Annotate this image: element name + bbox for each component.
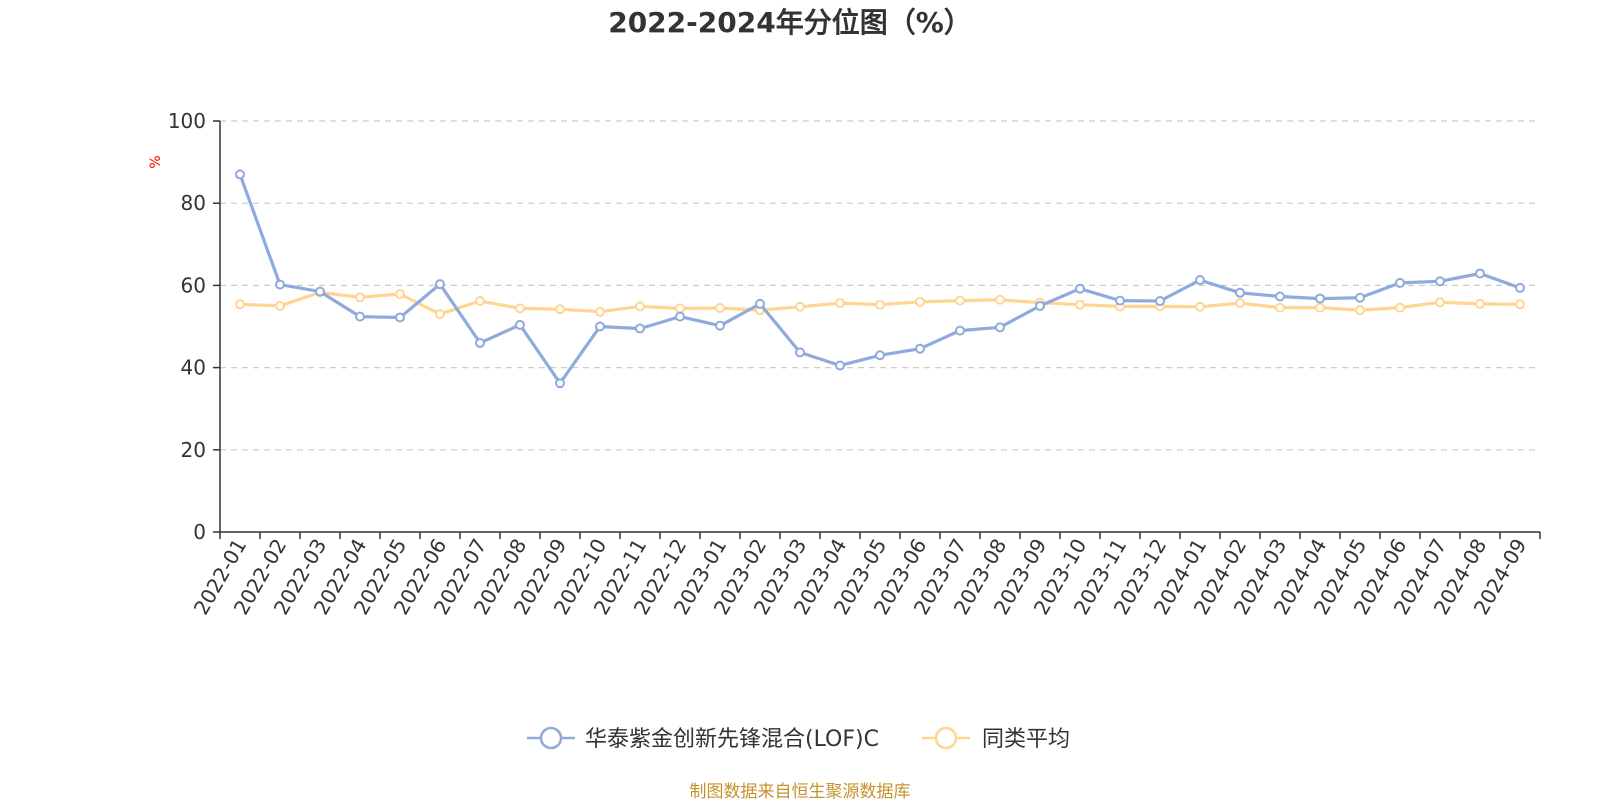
data-point-fund-2023-03[interactable]: [795, 347, 805, 358]
data-point-fund-2023-07[interactable]: [955, 325, 965, 336]
data-point-average-2022-10[interactable]: [595, 306, 605, 317]
data-point-fund-2022-02[interactable]: [275, 279, 285, 290]
data-point-fund-2022-12[interactable]: [675, 311, 685, 322]
data-point-average-2022-06[interactable]: [435, 309, 445, 320]
data-point-average-2023-05[interactable]: [875, 299, 885, 310]
data-point-fund-2022-05[interactable]: [395, 312, 405, 323]
data-point-fund-2023-05[interactable]: [875, 350, 885, 361]
data-point-average-2023-06[interactable]: [915, 296, 925, 307]
data-source-note: 制图数据来自恒生聚源数据库: [690, 782, 911, 800]
data-point-average-2022-04[interactable]: [355, 292, 365, 303]
data-point-fund-2024-09[interactable]: [1515, 282, 1525, 293]
x-axis: 2022-012022-022022-032022-042022-052022-…: [189, 531, 1541, 619]
data-point-fund-2023-04[interactable]: [835, 360, 845, 371]
data-point-average-2023-10[interactable]: [1075, 299, 1085, 310]
data-point-average-2024-05[interactable]: [1355, 305, 1365, 316]
y-tick-label-60: 60: [181, 273, 206, 297]
data-point-average-2023-07[interactable]: [955, 295, 965, 306]
data-point-average-2023-01[interactable]: [715, 303, 725, 314]
data-point-fund-2024-07[interactable]: [1435, 276, 1445, 287]
legend-average-label: 同类平均: [982, 727, 1070, 752]
legend-average-marker-icon: [934, 726, 958, 750]
data-point-average-2024-02[interactable]: [1235, 298, 1245, 309]
data-point-average-2024-09[interactable]: [1515, 299, 1525, 310]
data-point-average-2022-05[interactable]: [395, 289, 405, 300]
data-point-average-2022-12[interactable]: [675, 303, 685, 314]
data-point-fund-2023-06[interactable]: [915, 343, 925, 354]
data-point-average-2022-07[interactable]: [475, 296, 485, 307]
data-point-fund-2024-05[interactable]: [1355, 292, 1365, 303]
data-point-average-2022-09[interactable]: [555, 304, 565, 315]
y-axis: 0 20 40 60 80 100: [168, 109, 221, 544]
data-point-fund-2023-10[interactable]: [1075, 283, 1085, 294]
y-tick-label-40: 40: [181, 356, 206, 380]
data-point-fund-2023-09[interactable]: [1035, 300, 1045, 311]
data-point-fund-2023-12[interactable]: [1155, 296, 1165, 307]
data-point-fund-2024-08[interactable]: [1475, 268, 1485, 279]
y-tick-label-0: 0: [193, 520, 206, 544]
data-point-average-2022-01[interactable]: [235, 299, 245, 310]
data-point-fund-2024-04[interactable]: [1315, 293, 1325, 304]
grid-lines: [220, 120, 1540, 451]
data-point-fund-2023-02[interactable]: [755, 298, 765, 309]
y-tick-label-100: 100: [168, 109, 206, 133]
legend: 华泰紫金创新先锋混合(LOF)C 同类平均: [527, 726, 1070, 752]
data-point-average-2024-01[interactable]: [1195, 301, 1205, 312]
data-point-fund-2022-08[interactable]: [515, 319, 525, 330]
data-point-average-2024-08[interactable]: [1475, 298, 1485, 309]
y-tick-label-80: 80: [181, 191, 206, 215]
data-point-fund-2022-07[interactable]: [475, 337, 485, 348]
data-point-average-2024-07[interactable]: [1435, 297, 1445, 308]
data-point-average-2022-08[interactable]: [515, 303, 525, 314]
data-point-average-2022-02[interactable]: [275, 300, 285, 311]
series-lines: [235, 169, 1525, 389]
data-point-average-2023-08[interactable]: [995, 294, 1005, 305]
data-point-average-2023-03[interactable]: [795, 301, 805, 312]
data-point-fund-2022-01[interactable]: [235, 169, 245, 180]
data-point-fund-2022-11[interactable]: [635, 323, 645, 334]
data-point-fund-2023-01[interactable]: [715, 320, 725, 331]
y-axis-unit-label: %: [148, 155, 164, 168]
data-point-average-2024-03[interactable]: [1275, 302, 1285, 313]
data-point-fund-2022-03[interactable]: [315, 286, 325, 297]
legend-fund-marker-icon: [539, 726, 563, 750]
data-point-average-2024-04[interactable]: [1315, 302, 1325, 313]
chart-title: 2022-2024年分位图（%）: [608, 6, 972, 39]
data-point-fund-2022-10[interactable]: [595, 321, 605, 332]
data-point-fund-2023-08[interactable]: [995, 322, 1005, 333]
data-point-fund-2023-11[interactable]: [1115, 295, 1125, 306]
data-point-fund-2024-06[interactable]: [1395, 277, 1405, 288]
legend-fund-label: 华泰紫金创新先锋混合(LOF)C: [585, 727, 879, 752]
data-point-fund-2024-02[interactable]: [1235, 287, 1245, 298]
data-point-fund-2022-06[interactable]: [435, 279, 445, 290]
data-point-fund-2024-01[interactable]: [1195, 275, 1205, 286]
data-point-fund-2022-04[interactable]: [355, 311, 365, 322]
legend-item-fund[interactable]: 华泰紫金创新先锋混合(LOF)C: [527, 726, 879, 752]
data-point-fund-2022-09[interactable]: [555, 378, 565, 389]
data-point-fund-2024-03[interactable]: [1275, 291, 1285, 302]
data-point-average-2023-04[interactable]: [835, 298, 845, 309]
y-tick-label-20: 20: [181, 438, 206, 462]
legend-item-average[interactable]: 同类平均: [922, 726, 1070, 752]
data-point-average-2024-06[interactable]: [1395, 302, 1405, 313]
data-point-average-2022-11[interactable]: [635, 301, 645, 312]
